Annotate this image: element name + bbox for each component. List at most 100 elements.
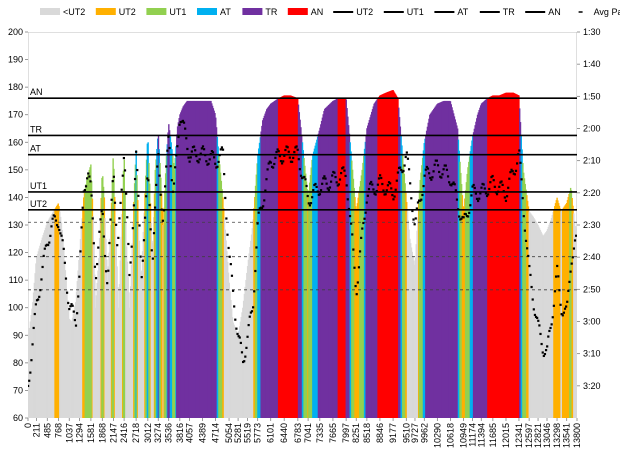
hr-sample-tr [519, 108, 521, 418]
pace-point [103, 254, 107, 258]
hr-sample-tr [215, 127, 218, 418]
pace-point [98, 230, 101, 233]
hr-sample-tr [479, 107, 481, 418]
pace-point [566, 300, 569, 303]
pace-point [391, 193, 394, 197]
legend-label: AN [311, 7, 324, 17]
pace-point [106, 282, 109, 285]
legend-entry-at-line: AT [434, 7, 469, 17]
pace-point [94, 277, 98, 280]
hr-sample-ut2 [564, 205, 566, 418]
legend-label: UT2 [356, 7, 373, 17]
pace-point [31, 343, 34, 346]
hr-sample-ut2 [61, 230, 63, 418]
pace-point [543, 352, 547, 356]
pace-point [390, 187, 393, 190]
hr-sample-at [169, 136, 172, 418]
hr-sample-ut2 [52, 211, 55, 418]
hr-sample-at [400, 135, 402, 418]
hr-sample-at [156, 148, 158, 418]
pace-point [288, 156, 291, 159]
pace-point [453, 183, 456, 186]
hr-sample-ut2 [92, 216, 94, 418]
hr-sample-an [386, 92, 388, 418]
hr-sample-ut2 [108, 252, 110, 418]
hr-sample-tr [260, 131, 262, 418]
pace-point [177, 135, 180, 139]
hr-sample-ut2 [538, 226, 540, 418]
pace-point [168, 146, 171, 150]
pace-point [406, 157, 410, 160]
pace-point [210, 150, 213, 153]
hr-sample-ut1 [308, 182, 311, 418]
hr-sample-ut2 [107, 266, 110, 418]
hr-sample-tr [168, 130, 171, 418]
y2-tick-label: 1:50 [583, 91, 601, 101]
pace-point [150, 249, 153, 252]
hr-sample-ut2 [223, 218, 226, 418]
x-tick-label: 211 [31, 423, 41, 437]
hr-sample-tr [442, 101, 445, 418]
hr-sample-an [388, 91, 390, 418]
pace-point [490, 176, 493, 179]
hr-sample-tr [373, 103, 375, 418]
hr-sample-ut2 [125, 222, 127, 418]
pace-point [102, 235, 105, 238]
legend-entry-ut1-line: UT1 [383, 7, 424, 17]
hr-sample-ut2 [251, 228, 254, 418]
hr-sample-ut2 [568, 193, 570, 418]
hr-sample-at [350, 151, 352, 418]
hr-sample-tr [445, 100, 447, 418]
hr-sample-ut2 [55, 206, 58, 418]
pace-point [316, 190, 319, 193]
pace-point [189, 156, 192, 159]
hr-sample-ut2 [237, 335, 239, 418]
hr-sample-ut1 [304, 165, 306, 418]
hr-sample-ut2 [67, 310, 70, 418]
pace-point [544, 349, 548, 352]
pace-point [438, 170, 441, 174]
hr-sample-an [513, 93, 515, 418]
hr-sample-tr [476, 114, 479, 418]
hr-sample-ut1 [174, 158, 176, 418]
hr-sample-ut2 [532, 216, 534, 418]
hr-sample-ut2 [223, 208, 225, 418]
pace-point [146, 177, 149, 180]
hr-sample-tr [331, 101, 333, 418]
hr-sample-at [521, 149, 523, 418]
pace-point [136, 168, 139, 172]
pace-point [449, 183, 452, 186]
hr-sample-an [495, 95, 497, 418]
pace-point [254, 269, 257, 273]
hr-sample-ut1 [112, 158, 114, 418]
pace-point [514, 169, 518, 172]
pace-point [138, 224, 141, 227]
hr-sample-tr [443, 100, 445, 418]
y2-tick-label: 1:30 [583, 27, 601, 37]
hr-sample-tr [195, 100, 197, 418]
hr-sample-ut1 [304, 173, 307, 418]
pace-point [375, 189, 378, 193]
hr-sample-ut1 [165, 156, 168, 418]
hr-sample-ut2 [121, 214, 123, 418]
pace-point [214, 162, 217, 165]
hr-sample-ut2 [572, 205, 574, 418]
hr-sample-tr [429, 113, 432, 418]
hr-sample-ut1 [363, 155, 365, 418]
pace-point [275, 150, 278, 154]
hr-sample-ut2 [59, 211, 61, 418]
hr-sample-an [337, 98, 340, 418]
hr-sample-tr [213, 110, 215, 418]
pace-point [239, 341, 242, 345]
pace-point [67, 301, 70, 305]
pace-point [518, 149, 521, 152]
pace-point [441, 173, 444, 176]
pace-point [444, 164, 447, 167]
pace-point [201, 145, 205, 148]
pace-point [156, 165, 159, 168]
pace-point [439, 175, 442, 178]
hr-sample-ut2 [53, 210, 55, 418]
hr-sample-ut2 [226, 251, 228, 418]
pace-point [372, 188, 375, 191]
pace-point [367, 187, 371, 191]
